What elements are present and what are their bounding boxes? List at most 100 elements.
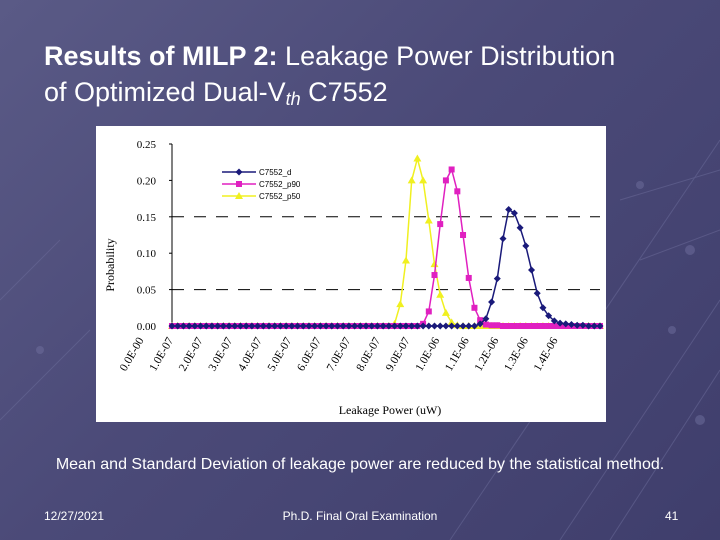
x-tick-label: 1.4E-06 xyxy=(532,335,561,373)
data-point-C7552_p50 xyxy=(424,216,433,224)
y-tick-label: 0.00 xyxy=(137,321,157,333)
title-line-1: Results of MILP 2: Leakage Power Distrib… xyxy=(44,38,704,74)
data-point-C7552_d xyxy=(179,322,187,330)
title-line2-prefix: of Optimized Dual-V xyxy=(44,77,286,107)
legend-marker-C7552_d xyxy=(235,168,243,176)
footer-date: 12/27/2021 xyxy=(44,509,105,523)
data-point-C7552_d xyxy=(590,322,598,330)
data-point-C7552_d xyxy=(499,235,507,243)
data-point-C7552_d xyxy=(276,322,284,330)
x-tick-label: 1.1E-06 xyxy=(443,335,472,373)
x-axis-label: Leakage Power (uW) xyxy=(339,403,442,417)
data-point-C7552_d xyxy=(259,322,267,330)
data-point-C7552_d xyxy=(470,322,478,330)
title-bold: Results of MILP 2: xyxy=(44,41,278,71)
data-point-C7552_p50 xyxy=(419,176,428,184)
data-point-C7552_d xyxy=(516,224,524,232)
legend-label: C7552_p50 xyxy=(259,192,301,201)
data-point-C7552_d xyxy=(322,322,330,330)
data-point-C7552_d xyxy=(453,322,461,330)
data-point-C7552_d xyxy=(339,322,347,330)
y-axis-label: Probability xyxy=(103,238,117,291)
data-point-C7552_p90 xyxy=(517,323,524,329)
data-point-C7552_d xyxy=(373,322,381,330)
data-point-C7552_p90 xyxy=(442,177,449,184)
data-point-C7552_d xyxy=(311,322,319,330)
slide-caption: Mean and Standard Deviation of leakage p… xyxy=(55,456,665,473)
data-point-C7552_d xyxy=(459,322,467,330)
data-point-C7552_p90 xyxy=(528,323,535,329)
data-point-C7552_d xyxy=(271,322,279,330)
data-point-C7552_d xyxy=(413,322,421,330)
data-point-C7552_d xyxy=(545,312,553,320)
data-point-C7552_p50 xyxy=(436,290,445,298)
data-point-C7552_d xyxy=(265,322,273,330)
data-point-C7552_d xyxy=(488,298,496,306)
y-tick-label: 0.25 xyxy=(137,139,157,151)
data-point-C7552_d xyxy=(425,322,433,330)
data-point-C7552_d xyxy=(596,322,604,330)
legend-marker-C7552_p90 xyxy=(236,181,242,187)
data-point-C7552_p90 xyxy=(448,166,455,173)
data-point-C7552_d xyxy=(328,322,336,330)
y-tick-label: 0.10 xyxy=(137,248,157,260)
x-tick-label: 7.0E-07 xyxy=(325,335,354,373)
x-tick-label: 8.0E-07 xyxy=(354,335,383,373)
data-point-C7552_d xyxy=(402,322,410,330)
data-point-C7552_d xyxy=(248,322,256,330)
chart-panel: 0.00 0.05 0.10 0.15 0.20 0.25 0.0E-00 1.0E-07 2.… xyxy=(96,126,606,422)
data-point-C7552_d xyxy=(533,289,541,297)
data-point-C7552_d xyxy=(345,322,353,330)
legend-label: C7552_d xyxy=(259,168,291,177)
data-point-C7552_p90 xyxy=(505,323,512,329)
x-tick-label: 1.0E-07 xyxy=(147,335,176,373)
data-point-C7552_d xyxy=(562,320,570,328)
data-point-C7552_p50 xyxy=(396,300,405,308)
legend-label: C7552_p90 xyxy=(259,180,301,189)
series-line-C7552_d xyxy=(172,208,600,327)
data-point-C7552_d xyxy=(185,322,193,330)
data-point-C7552_d xyxy=(333,322,341,330)
data-point-C7552_d xyxy=(191,322,199,330)
data-point-C7552_d xyxy=(208,322,216,330)
data-point-C7552_d xyxy=(528,266,536,274)
x-tick-label: 6.0E-07 xyxy=(295,335,324,373)
data-point-C7552_d xyxy=(442,322,450,330)
x-tick-label: 1.0E-06 xyxy=(414,335,443,373)
data-point-C7552_d xyxy=(391,322,399,330)
data-point-C7552_d xyxy=(556,319,564,327)
data-point-C7552_d xyxy=(242,322,250,330)
data-point-C7552_d xyxy=(585,322,593,330)
data-point-C7552_d xyxy=(219,322,227,330)
data-point-C7552_d xyxy=(579,321,587,329)
data-point-C7552_d xyxy=(448,322,456,330)
x-tick-label: 1.3E-06 xyxy=(502,335,531,373)
data-point-C7552_p90 xyxy=(511,323,518,329)
data-point-C7552_d xyxy=(225,322,233,330)
title-line2-suffix: C7552 xyxy=(300,77,388,107)
data-point-C7552_d xyxy=(356,322,364,330)
data-point-C7552_d xyxy=(431,322,439,330)
x-tick-label: 1.2E-06 xyxy=(473,335,502,373)
data-point-C7552_d xyxy=(379,322,387,330)
data-point-C7552_d xyxy=(168,322,176,330)
data-point-C7552_p90 xyxy=(460,232,467,238)
x-tick-label: 2.0E-07 xyxy=(177,335,206,373)
data-point-C7552_p50 xyxy=(401,256,410,264)
data-point-C7552_d xyxy=(316,322,324,330)
data-point-C7552_d xyxy=(522,242,530,250)
y-tick-label: 0.15 xyxy=(137,212,157,224)
x-tick-label: 0.0E-00 xyxy=(118,335,147,373)
data-point-C7552_d xyxy=(465,322,473,330)
data-point-C7552_p50 xyxy=(447,318,456,326)
data-point-C7552_p50 xyxy=(430,260,439,268)
data-point-C7552_d xyxy=(305,322,313,330)
data-point-C7552_d xyxy=(573,321,581,329)
data-point-C7552_d xyxy=(408,322,416,330)
data-point-C7552_d xyxy=(254,322,262,330)
data-point-C7552_d xyxy=(288,322,296,330)
data-point-C7552_d xyxy=(197,322,205,330)
page-number: 41 xyxy=(665,509,679,523)
data-point-C7552_d xyxy=(385,322,393,330)
data-point-C7552_d xyxy=(351,322,359,330)
